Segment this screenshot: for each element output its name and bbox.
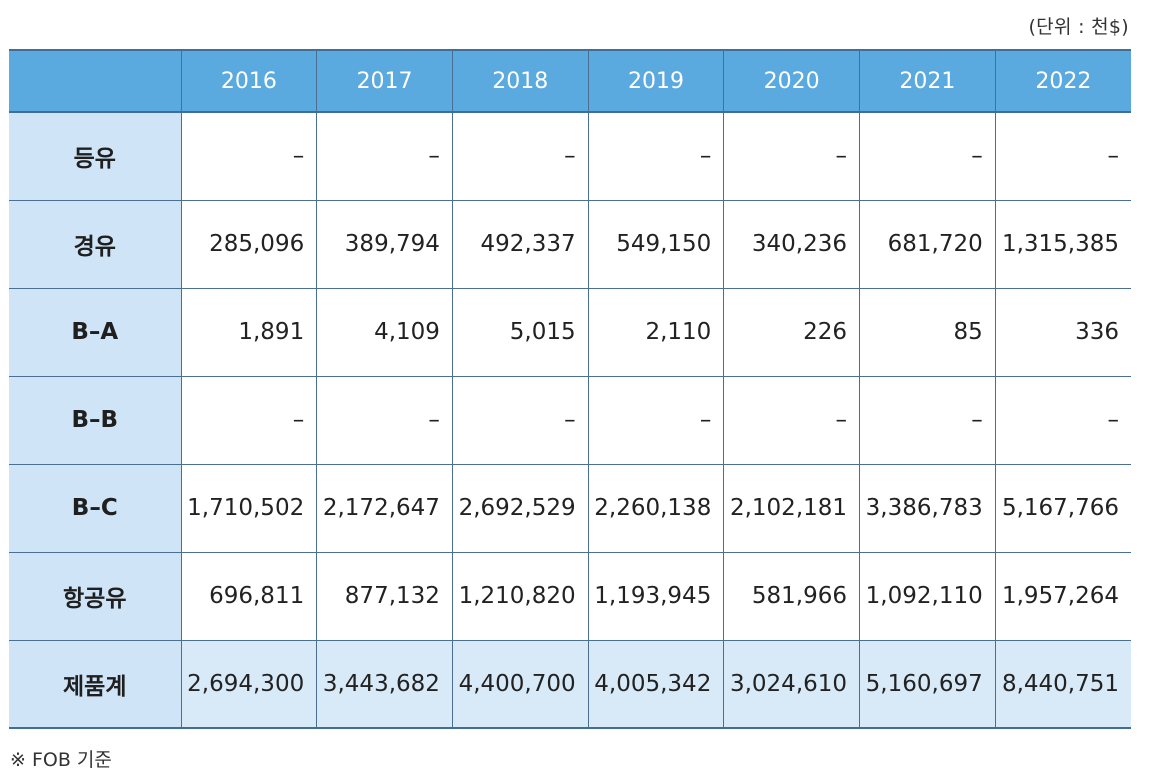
table-cell: 340,236 xyxy=(723,199,861,289)
year-header: 2020 xyxy=(723,49,861,113)
table-cell: – xyxy=(451,375,589,465)
table-cell: 1,710,502 xyxy=(180,463,318,553)
year-header: 2022 xyxy=(994,49,1131,113)
row-label: B–C xyxy=(9,463,182,553)
table-cell: 2,694,300 xyxy=(180,639,318,729)
table-cell: 1,891 xyxy=(180,287,318,377)
table-row: B–C 1,710,502 2,172,647 2,692,529 2,260,… xyxy=(9,463,1131,553)
table-cell: 5,160,697 xyxy=(859,639,996,729)
table-cell: 696,811 xyxy=(180,551,318,641)
table-cell: 389,794 xyxy=(316,199,453,289)
table-cell: – xyxy=(994,375,1131,465)
year-header: 2019 xyxy=(587,49,725,113)
table-row: 항공유 696,811 877,132 1,210,820 1,193,945 … xyxy=(9,551,1131,641)
table-cell: 5,015 xyxy=(451,287,589,377)
table-cell: – xyxy=(587,375,725,465)
table-cell: 4,109 xyxy=(316,287,453,377)
table-row: 경유 285,096 389,794 492,337 549,150 340,2… xyxy=(9,199,1131,289)
table-cell: 285,096 xyxy=(180,199,318,289)
table-row: B–A 1,891 4,109 5,015 2,110 226 85 336 xyxy=(9,287,1131,377)
row-label: 등유 xyxy=(9,111,182,201)
table-cell: – xyxy=(859,375,996,465)
table-cell: 549,150 xyxy=(587,199,725,289)
row-label: 경유 xyxy=(9,199,182,289)
year-header: 2016 xyxy=(180,49,318,113)
table-cell: 1,193,945 xyxy=(587,551,725,641)
row-label: B–A xyxy=(9,287,182,377)
table-cell: 1,210,820 xyxy=(451,551,589,641)
table-cell: 581,966 xyxy=(723,551,861,641)
header-corner-cell xyxy=(9,49,182,113)
footnote: ※ FOB 기준 xyxy=(10,749,112,771)
table-cell: – xyxy=(180,111,318,201)
export-table: 2016 2017 2018 2019 2020 2021 2022 등유 – … xyxy=(9,49,1131,729)
table-cell: 1,315,385 xyxy=(994,199,1131,289)
row-label: 제품계 xyxy=(9,639,182,729)
year-header: 2021 xyxy=(859,49,996,113)
table-cell: 492,337 xyxy=(451,199,589,289)
year-header: 2018 xyxy=(451,49,589,113)
table-cell: – xyxy=(180,375,318,465)
table-cell: 877,132 xyxy=(316,551,453,641)
row-label: 항공유 xyxy=(9,551,182,641)
table-cell: – xyxy=(451,111,589,201)
table-cell: 4,005,342 xyxy=(587,639,725,729)
table-cell: 2,172,647 xyxy=(316,463,453,553)
table-cell: 4,400,700 xyxy=(451,639,589,729)
table-body: 등유 – – – – – – – 경유 285,096 389,794 492,… xyxy=(9,111,1131,729)
table-cell: – xyxy=(316,111,453,201)
table-cell: 8,440,751 xyxy=(994,639,1131,729)
unit-note: (단위 : 천$) xyxy=(1028,16,1129,38)
table-cell: 3,024,610 xyxy=(723,639,861,729)
table-cell: – xyxy=(723,111,861,201)
table-cell: 2,692,529 xyxy=(451,463,589,553)
table-cell: – xyxy=(723,375,861,465)
row-label: B–B xyxy=(9,375,182,465)
table-cell: 336 xyxy=(994,287,1131,377)
table-cell: 3,443,682 xyxy=(316,639,453,729)
table-cell: 2,110 xyxy=(587,287,725,377)
table-cell: 681,720 xyxy=(859,199,996,289)
table-cell: – xyxy=(316,375,453,465)
table-cell: 1,092,110 xyxy=(859,551,996,641)
table-cell: 1,957,264 xyxy=(994,551,1131,641)
year-header: 2017 xyxy=(316,49,453,113)
table-header: 2016 2017 2018 2019 2020 2021 2022 xyxy=(9,49,1131,113)
table-cell: – xyxy=(859,111,996,201)
table-row: B–B – – – – – – – xyxy=(9,375,1131,465)
total-row: 제품계 2,694,300 3,443,682 4,400,700 4,005,… xyxy=(9,639,1131,729)
table-cell: – xyxy=(994,111,1131,201)
table-cell: 226 xyxy=(723,287,861,377)
table-cell: 3,386,783 xyxy=(859,463,996,553)
table-cell: – xyxy=(587,111,725,201)
table-row: 등유 – – – – – – – xyxy=(9,111,1131,201)
table-cell: 2,102,181 xyxy=(723,463,861,553)
table-cell: 2,260,138 xyxy=(587,463,725,553)
table-cell: 5,167,766 xyxy=(994,463,1131,553)
header-row: 2016 2017 2018 2019 2020 2021 2022 xyxy=(9,49,1131,113)
table-cell: 85 xyxy=(859,287,996,377)
